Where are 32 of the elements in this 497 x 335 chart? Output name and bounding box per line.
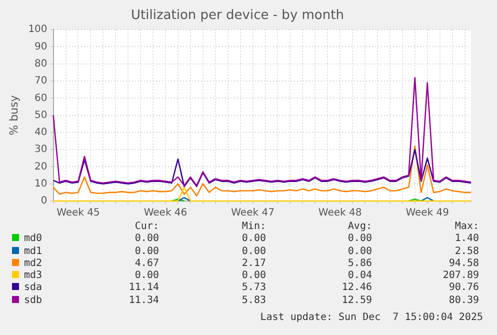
text: Last update: Sun Dec 7 15:00:04 2025: [260, 312, 483, 323]
y-tick-label: 80: [34, 58, 48, 70]
y-tick-label: 30: [34, 144, 48, 156]
legend-label: md0: [24, 233, 44, 246]
y-tick-label: 40: [34, 127, 48, 138]
chart-title: Utilization per device - by month: [131, 8, 344, 24]
legend-label: md2: [24, 258, 44, 270]
y-tick-label: 20: [34, 161, 48, 172]
text: Cur: Min: Avg: Max:: [134, 221, 479, 232]
text: 11.14 5.73 12.46 90.76: [128, 282, 479, 294]
legend-label: sdb: [24, 294, 44, 308]
x-tick-label: Week 46: [144, 208, 188, 219]
text: 0.00 0.00 0.00 1.40: [134, 233, 479, 244]
legend-label: md1: [24, 246, 44, 258]
text: 4.67 2.17 5.86 94.58: [134, 258, 479, 269]
x-tick-label: Week 45: [56, 208, 100, 219]
text: 0.00 0.00 0.00 2.58: [134, 246, 479, 257]
legend-label: md3: [24, 270, 44, 282]
legend-label: sda: [24, 282, 44, 295]
x-tick-label: Week 47: [231, 208, 274, 219]
y-axis-title: % busy: [7, 94, 20, 136]
y-tick-label: 100: [28, 24, 48, 36]
x-tick-label: Week 49: [406, 208, 450, 219]
y-tick-label: 0: [40, 196, 48, 207]
text: 11.34 5.83 12.59 80.39: [128, 294, 479, 306]
y-tick-label: 50: [34, 110, 48, 121]
y-tick-label: 60: [34, 92, 48, 104]
y-tick-label: 10: [34, 178, 48, 190]
x-tick-label: Week 48: [318, 208, 362, 219]
y-tick-label: 90: [34, 41, 48, 52]
text: 0.00 0.00 0.04 207.89: [134, 270, 479, 282]
y-tick-label: 70: [34, 76, 48, 87]
